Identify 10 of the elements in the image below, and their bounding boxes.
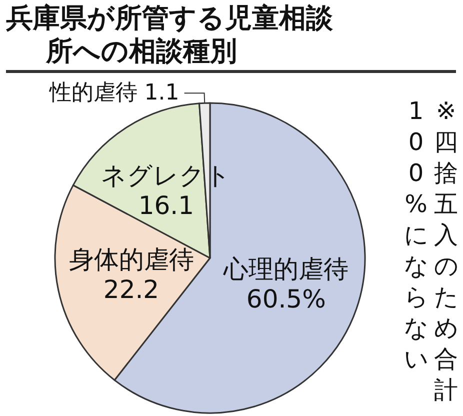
chart-title: 兵庫県が所管する児童相談所への相談種別 — [6, 2, 334, 68]
slice-label: 心理的虐待 — [222, 254, 349, 284]
data-label: 22.2 — [103, 275, 160, 304]
slice-label: 性的虐待 1.1 — [48, 80, 180, 106]
data-label: 16.1 — [138, 190, 194, 220]
text: ※四捨五入のため合計 — [434, 97, 459, 404]
slice-label: ネグレクト — [101, 160, 232, 190]
data-label: 60.5% — [246, 284, 326, 314]
text: 100%にならない — [404, 97, 429, 373]
slice-label: 身体的虐待 — [68, 245, 194, 274]
